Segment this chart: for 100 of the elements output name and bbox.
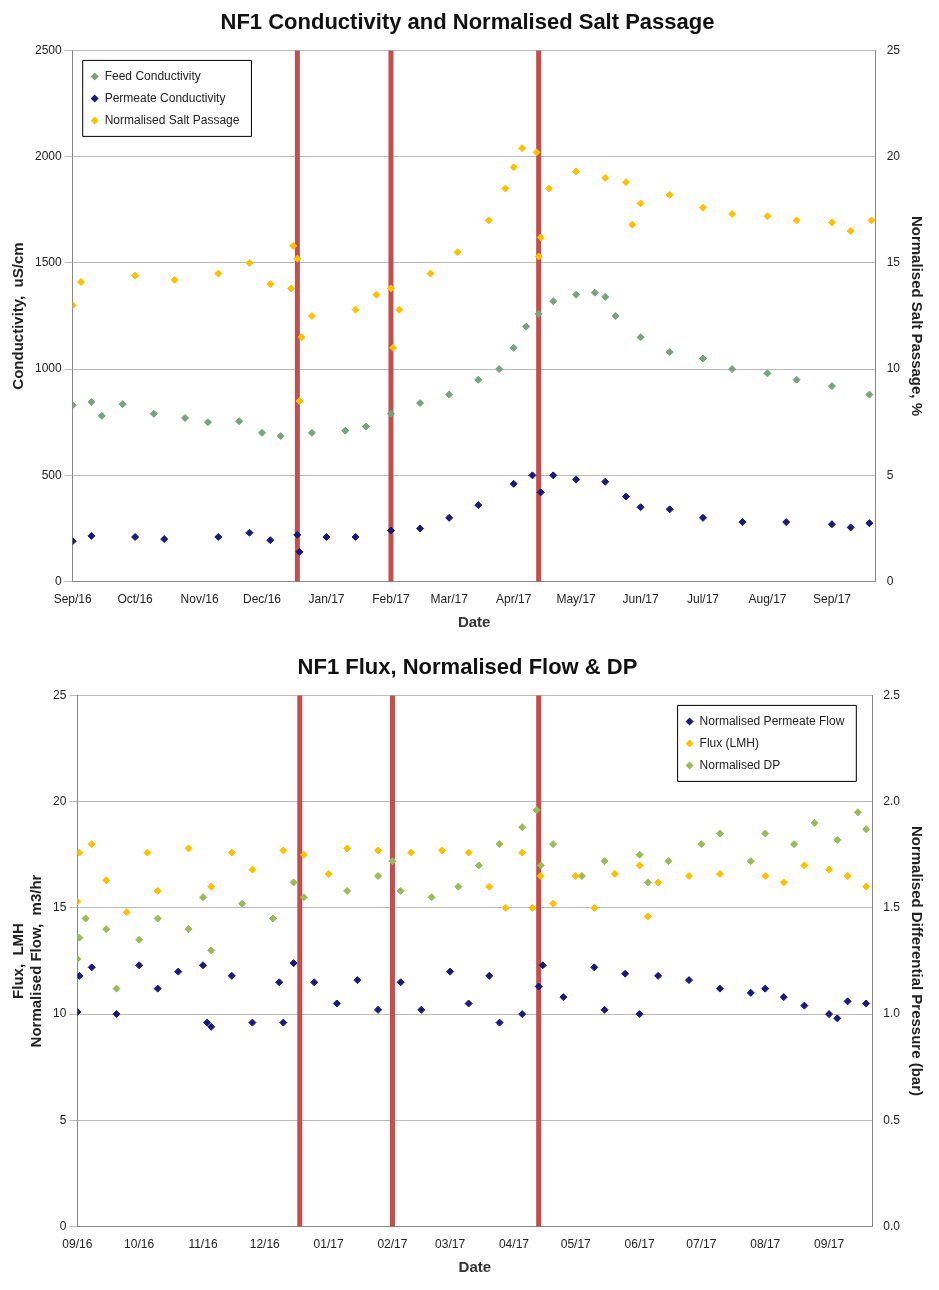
y-tick-label: 0	[55, 573, 63, 588]
point	[697, 840, 706, 849]
point	[112, 1010, 121, 1019]
x-tick-label: Sep/16	[53, 592, 93, 607]
point	[341, 426, 350, 435]
point	[636, 503, 645, 512]
point	[601, 477, 610, 486]
point	[203, 418, 212, 427]
y2-tick-label: 20	[886, 148, 901, 163]
point	[386, 409, 395, 418]
point	[351, 305, 360, 314]
x-tick-label: Sep/17	[812, 592, 852, 607]
point	[810, 818, 819, 827]
point	[495, 1018, 504, 1027]
point	[715, 869, 724, 878]
point	[800, 861, 809, 870]
point	[332, 999, 341, 1008]
point	[536, 861, 545, 870]
point	[738, 518, 747, 527]
y2-tick-label: 2.5	[883, 687, 901, 702]
point	[464, 848, 473, 857]
y2-tick-label: 2.0	[883, 793, 901, 808]
y2-tick-label: 0.5	[883, 1112, 901, 1127]
chart-title: NF1 Flux, Normalised Flow & DP	[297, 654, 638, 680]
point	[699, 354, 707, 363]
point	[275, 978, 284, 987]
point	[654, 878, 663, 887]
point	[445, 390, 454, 399]
point	[495, 365, 504, 374]
y-tick-label: 20	[52, 793, 67, 808]
point	[572, 290, 581, 299]
x-tick-label: Jun/17	[622, 592, 659, 607]
point	[601, 292, 610, 301]
point	[118, 400, 127, 409]
point	[181, 413, 190, 422]
point	[207, 882, 216, 891]
point	[600, 1005, 609, 1014]
point	[87, 531, 96, 540]
point	[131, 532, 140, 541]
point	[782, 518, 791, 527]
point	[501, 184, 510, 193]
point	[792, 375, 801, 384]
point	[299, 850, 308, 859]
y2-tick-label: 1.5	[883, 900, 901, 915]
point	[227, 971, 236, 980]
point	[590, 288, 599, 297]
point	[214, 269, 223, 278]
point	[622, 492, 631, 501]
point	[761, 872, 770, 881]
point	[160, 535, 169, 544]
point	[611, 312, 620, 320]
point	[351, 532, 360, 541]
point	[153, 984, 162, 993]
point	[77, 971, 84, 980]
point	[536, 488, 545, 497]
point	[685, 872, 694, 881]
point	[610, 869, 619, 878]
point	[518, 823, 527, 832]
point	[643, 878, 652, 887]
point	[728, 365, 737, 374]
point	[528, 471, 537, 480]
point	[528, 903, 537, 912]
point	[779, 993, 788, 1002]
point	[846, 227, 855, 236]
point	[518, 1010, 527, 1019]
point	[386, 284, 395, 293]
point	[518, 144, 527, 153]
point	[453, 248, 462, 257]
point	[715, 984, 724, 993]
point	[245, 258, 254, 267]
y-tick-label: 1000	[34, 361, 63, 376]
point	[532, 806, 541, 815]
point	[295, 396, 304, 405]
point	[77, 848, 84, 857]
x-axis-title: Date	[457, 613, 491, 631]
chart-title: NF1 Conductivity and Normalised Salt Passage	[220, 9, 715, 35]
point	[122, 908, 131, 917]
point	[792, 216, 801, 225]
point	[87, 963, 96, 972]
point	[643, 912, 652, 921]
x-tick-label: May/17	[556, 592, 597, 607]
point	[665, 190, 674, 199]
y-axis-title: Conductivity, uS/cm	[9, 242, 27, 390]
point	[665, 348, 674, 357]
legend-label: Permeate Conductivity	[104, 90, 226, 105]
point	[396, 886, 405, 895]
point	[485, 971, 494, 980]
x-tick-label: 10/16	[124, 1237, 155, 1252]
point	[635, 861, 644, 870]
point	[427, 893, 436, 902]
y-tick-label: 500	[41, 467, 63, 482]
point	[538, 961, 547, 970]
x-tick-label: 02/17	[377, 1237, 408, 1252]
point	[245, 528, 254, 537]
point	[833, 1014, 842, 1023]
point	[293, 530, 302, 539]
y-tick-label: 25	[52, 687, 67, 702]
point	[287, 284, 296, 293]
y2-tick-label: 10	[886, 361, 901, 376]
point	[728, 210, 737, 219]
